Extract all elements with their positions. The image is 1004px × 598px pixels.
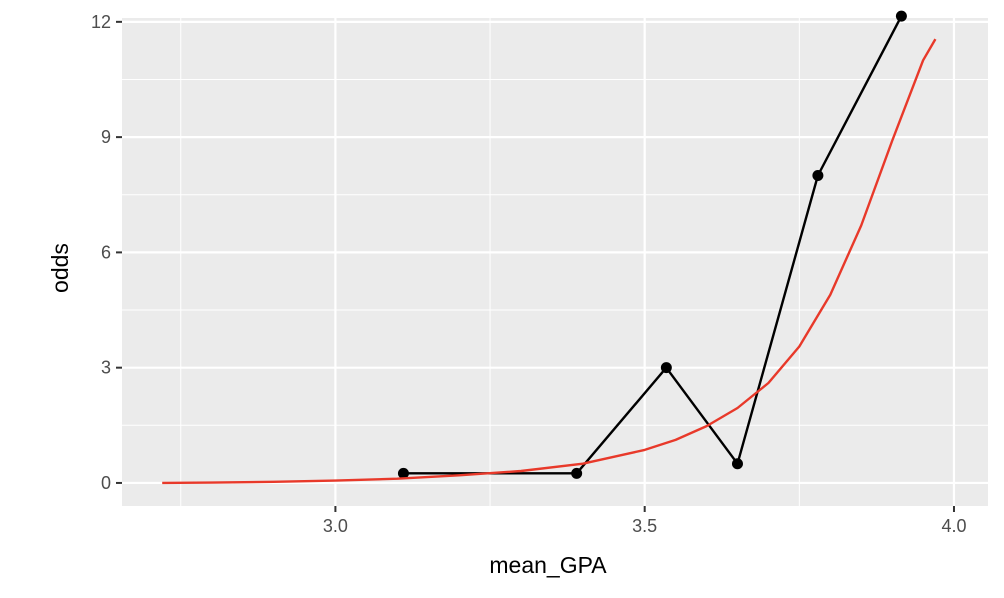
series-1-point — [571, 467, 583, 479]
y-tick-label: 0 — [101, 473, 111, 493]
minor-gridlines — [122, 18, 988, 506]
y-axis-title: odds — [47, 243, 73, 293]
series-line-2 — [162, 38, 937, 485]
axis-layer: 3.0 3.5 4.0 0 3 6 9 12 — [91, 12, 967, 536]
plot-panel — [122, 18, 988, 506]
x-tick-label: 3.5 — [632, 516, 657, 536]
y-tick-label: 12 — [91, 12, 111, 32]
series-layer — [162, 10, 937, 485]
series-1-point — [812, 170, 824, 182]
y-tick-label: 3 — [101, 358, 111, 378]
x-tick-label: 4.0 — [941, 516, 966, 536]
series-line-1 — [403, 15, 903, 475]
y-tick-label: 6 — [101, 242, 111, 262]
series-1-point — [731, 458, 743, 470]
series-1-point — [397, 467, 409, 479]
x-tick-label: 3.0 — [323, 516, 348, 536]
series-1-point — [660, 362, 672, 374]
y-tick-label: 9 — [101, 127, 111, 147]
series-1-point — [895, 10, 907, 22]
x-axis-title: mean_GPA — [489, 552, 607, 578]
